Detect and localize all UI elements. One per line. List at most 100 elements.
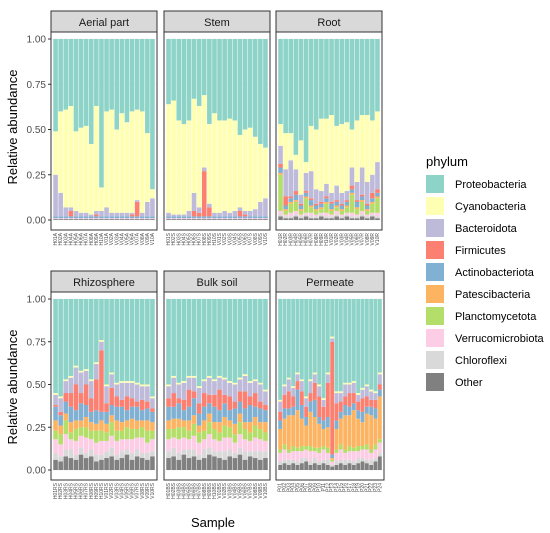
sample-tick-label: H06RS	[79, 482, 85, 499]
bar-segment-other	[263, 219, 268, 220]
bar-segment-other	[263, 458, 268, 470]
bar-segment-firmicutes	[278, 411, 283, 421]
bar-segment-cyanobacteria	[145, 133, 150, 202]
bar-segment-verrucomicrobiota	[324, 212, 329, 217]
bar-segment-patescibacteria	[278, 172, 283, 175]
bar-segment-cyanobacteria	[207, 124, 212, 204]
bar-segment-actinobacteriota	[129, 216, 135, 219]
bar-segment-patescibacteria	[364, 209, 370, 211]
bar-segment-verrucomicrobiota	[176, 218, 182, 220]
bar-segment-other	[109, 456, 114, 470]
bar-segment-chloroflexi	[207, 447, 212, 455]
bar-segment-planctomycetota	[330, 459, 335, 462]
bar-segment-actinobacteriota	[139, 216, 145, 219]
bar-segment-cyanobacteria	[58, 396, 63, 399]
sample-tick-label: P02	[282, 483, 288, 492]
sample-tick-label: V05BS	[237, 482, 243, 498]
bar-segment-verrucomicrobiota	[212, 218, 217, 220]
bar-segment-bacteroidota	[68, 207, 74, 211]
bar-segment-other	[227, 219, 233, 220]
bar-segment-proteobacteria	[288, 39, 294, 134]
bar-segment-proteobacteria	[73, 299, 79, 366]
panel-border	[50, 31, 158, 231]
bar-segment-verrucomicrobiota	[73, 218, 79, 220]
bar-segment-proteobacteria	[119, 39, 125, 114]
bar-segment-chloroflexi	[227, 449, 233, 457]
bar-segment-firmicutes	[207, 394, 212, 404]
bar-segment-cyanobacteria	[286, 377, 291, 380]
bar-segment-actinobacteriota	[73, 410, 79, 421]
bar-segment-verrucomicrobiota	[321, 449, 326, 460]
bar-segment-actinobacteriota	[129, 406, 135, 419]
bar-segment-verrucomicrobiota	[196, 442, 202, 455]
bar-segment-proteobacteria	[212, 39, 217, 114]
bar-segment-chloroflexi	[217, 451, 222, 459]
bar-segment-cyanobacteria	[181, 381, 187, 383]
bar-segment-bacteroidota	[139, 212, 145, 217]
bar-segment-cyanobacteria	[109, 372, 114, 375]
bar-segment-verrucomicrobiota	[283, 214, 288, 217]
bar-segment-actinobacteriota	[286, 408, 291, 416]
bar-segment-actinobacteriota	[313, 205, 319, 210]
bar-segment-verrucomicrobiota	[88, 218, 94, 220]
bar-segment-planctomycetota	[191, 423, 197, 436]
bar-segment-cyanobacteria	[109, 109, 114, 213]
bar-segment-cyanobacteria	[207, 375, 212, 378]
bar-segment-proteobacteria	[109, 39, 114, 110]
bar-segment-other	[375, 218, 380, 220]
bar-segment-actinobacteriota	[308, 200, 314, 206]
bar-segment-verrucomicrobiota	[319, 212, 324, 215]
bar-segment-actinobacteriota	[339, 205, 345, 210]
bar-segment-proteobacteria	[334, 39, 339, 126]
bar-segment-firmicutes	[377, 384, 382, 390]
bar-segment-verrucomicrobiota	[364, 214, 370, 217]
bar-segment-proteobacteria	[145, 39, 150, 134]
bar-segment-patescibacteria	[196, 425, 202, 433]
bar-segment-patescibacteria	[88, 422, 94, 431]
bar-segment-other	[99, 459, 104, 470]
bar-segment-cyanobacteria	[53, 131, 58, 175]
bar-segment-verrucomicrobiota	[150, 218, 155, 220]
bar-segment-other	[304, 461, 309, 470]
bar-segment-other	[293, 216, 299, 220]
bar-segment-planctomycetota	[176, 427, 182, 440]
bar-segment-verrucomicrobiota	[351, 451, 356, 462]
bar-segment-patescibacteria	[325, 427, 330, 448]
bar-segment-cyanobacteria	[334, 391, 339, 394]
bar-segment-firmicutes	[364, 396, 369, 407]
sample-tick-label: V02S	[222, 232, 228, 245]
sample-tick-label: P07	[304, 483, 310, 492]
bar-segment-other	[99, 219, 104, 220]
bar-segment-planctomycetota	[278, 174, 283, 211]
bar-segment-cyanobacteria	[232, 120, 238, 211]
bar-segment-proteobacteria	[370, 39, 375, 121]
bar-segment-other	[242, 219, 248, 220]
sample-tick-label: H09S	[207, 232, 213, 245]
bar-segment-proteobacteria	[176, 299, 182, 383]
bar-segment-other	[242, 459, 248, 470]
bar-segment-bacteroidota	[191, 192, 197, 211]
bar-segment-cyanobacteria	[217, 120, 222, 213]
bar-segment-other	[360, 461, 365, 470]
bar-segment-proteobacteria	[247, 299, 253, 382]
bar-segment-verrucomicrobiota	[242, 439, 248, 452]
bar-segment-firmicutes	[312, 382, 317, 400]
bar-segment-proteobacteria	[312, 299, 317, 373]
bar-segment-cyanobacteria	[330, 336, 335, 339]
bar-segment-firmicutes	[83, 384, 89, 406]
bar-segment-bacteroidota	[288, 160, 294, 197]
bar-segment-planctomycetota	[312, 447, 317, 452]
bar-segment-bacteroidota	[377, 374, 382, 385]
bar-segment-actinobacteriota	[258, 216, 263, 219]
bar-segment-other	[186, 219, 192, 220]
bar-segment-verrucomicrobiota	[349, 212, 355, 217]
bar-segment-proteobacteria	[295, 299, 300, 373]
panel-permeate: PermeateP01P02P03P04P05P06P07P08P09P10P1…	[275, 270, 385, 492]
legend-item-proteobacteria: Proteobacteria	[426, 175, 527, 193]
bar-segment-verrucomicrobiota	[356, 451, 361, 459]
bar-segment-chloroflexi	[114, 454, 120, 460]
bar-segment-chloroflexi	[299, 458, 304, 464]
bar-segment-bacteroidota	[338, 393, 343, 402]
bar-segment-verrucomicrobiota	[99, 440, 104, 455]
